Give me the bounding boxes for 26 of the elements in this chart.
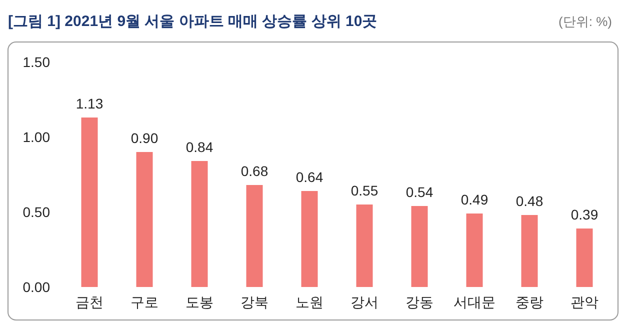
ytick: 1.00 — [22, 129, 50, 145]
value-label: 0.55 — [350, 182, 378, 198]
xtick: 강서 — [350, 294, 378, 310]
xtick: 서대문 — [454, 294, 496, 310]
value-label: 0.54 — [406, 184, 434, 200]
xtick: 노원 — [296, 294, 324, 310]
xtick: 강북 — [240, 294, 268, 310]
ytick: 1.50 — [22, 54, 50, 70]
ytick: 0.00 — [22, 279, 50, 295]
xtick: 도봉 — [186, 294, 214, 310]
xtick: 중랑 — [516, 294, 544, 310]
value-label: 0.68 — [240, 163, 268, 179]
value-label: 0.48 — [516, 193, 544, 209]
xtick: 구로 — [130, 294, 158, 310]
ytick: 0.50 — [22, 204, 50, 220]
title: [그림 1] 2021년 9월 서울 아파트 매매 상승률 상위 10곳 — [8, 13, 378, 30]
xtick: 관악 — [570, 294, 598, 310]
xtick: 강동 — [406, 294, 434, 310]
value-label: 0.39 — [570, 206, 598, 222]
value-label: 0.90 — [130, 130, 158, 146]
value-label: 0.64 — [296, 169, 324, 185]
xtick: 금천 — [76, 294, 104, 310]
value-label: 0.84 — [186, 139, 214, 155]
value-label: 0.49 — [460, 192, 488, 208]
value-label: 1.13 — [76, 96, 104, 112]
annotation: (단위: %) — [558, 14, 612, 29]
